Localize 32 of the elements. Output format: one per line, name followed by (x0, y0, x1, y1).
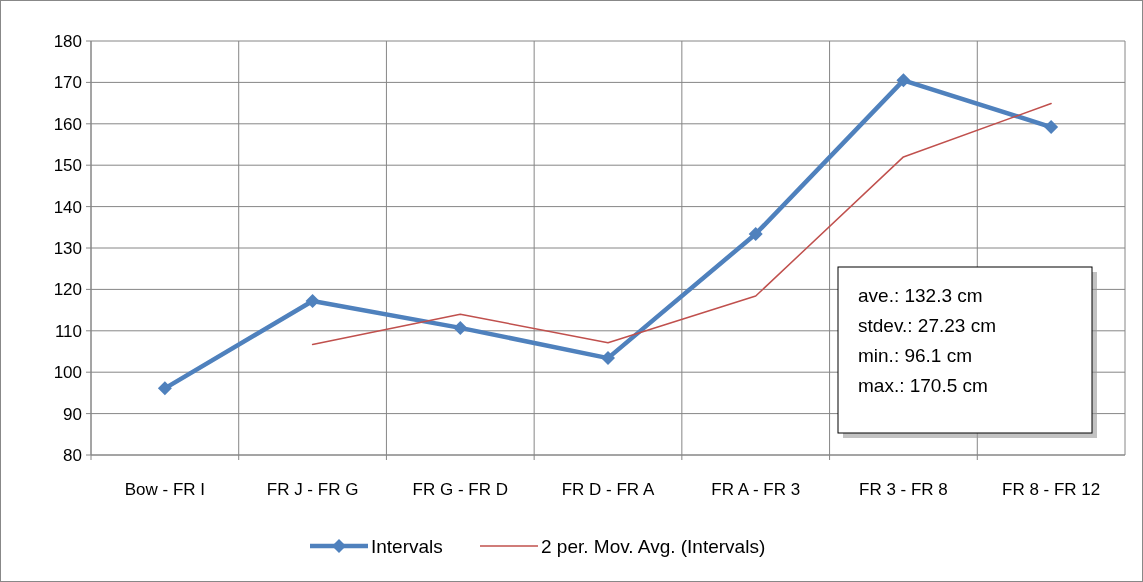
x-tick-label: FR D - FR A (561, 480, 655, 499)
y-tick-label: 80 (63, 445, 82, 465)
point (157, 381, 172, 396)
y-tick-label: 100 (53, 363, 82, 383)
x-tick-label: FR G - FR D (412, 480, 508, 499)
y-tick-label: 130 (53, 238, 82, 258)
annotation: min.: 96.1 cm (858, 345, 973, 366)
legend-label: 2 per. Mov. Avg. (Intervals) (541, 535, 766, 557)
y-tick-label: 180 (53, 31, 82, 51)
y-tick-label: 170 (53, 73, 82, 93)
point (896, 73, 911, 88)
y-tick-label: 120 (53, 280, 82, 300)
annotation: max.: 170.5 cm (858, 375, 988, 396)
point (1044, 120, 1059, 135)
x-tick-label: Bow - FR I (124, 480, 206, 499)
point (453, 320, 468, 335)
y-tick-label: 90 (63, 404, 82, 424)
point (601, 351, 615, 366)
legend-label: Intervals (371, 535, 443, 557)
point (305, 293, 320, 308)
y-tick-label: 110 (54, 321, 82, 341)
y-tick-label: 140 (53, 197, 82, 217)
y-tick-label: 160 (53, 114, 82, 134)
x-tick-label: FR 3 - FR 8 (859, 480, 948, 499)
annotation: stdev.: 27.23 cm (858, 315, 996, 336)
line-series (311, 102, 1052, 346)
x-tick-label: FR 8 - FR 12 (1002, 480, 1101, 499)
annotation: ave.: 132.3 cm (858, 285, 983, 306)
x-tick-label: FR A - FR 3 (711, 480, 801, 499)
y-tick-label: 150 (53, 156, 82, 176)
point (748, 226, 763, 241)
x-tick-label: FR J - FR G (266, 480, 359, 499)
